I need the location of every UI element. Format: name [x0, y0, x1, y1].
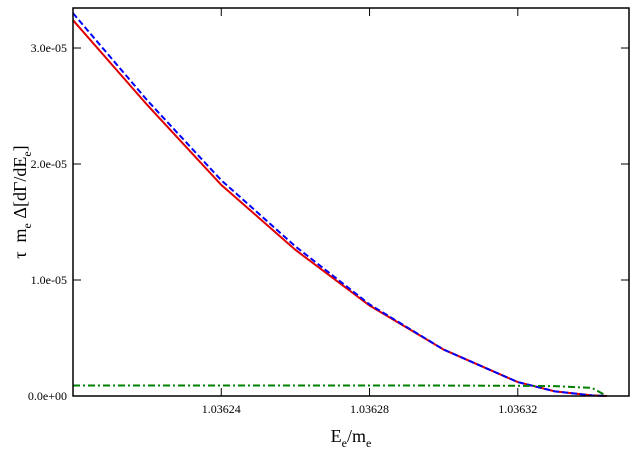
label-subscript: e [20, 151, 34, 156]
y-tick-label: 3.0e-05 [31, 41, 67, 55]
label-subscript: e [20, 223, 34, 228]
x-tick-label: 1.03628 [350, 402, 389, 416]
line-series [73, 384, 608, 397]
frame [72, 7, 630, 397]
x-tick-label: 1.03624 [202, 402, 241, 416]
y-axis-label: τ me Δ[dΓ/dEe] [10, 145, 34, 258]
label-text: τ m [10, 228, 30, 258]
y-tick-label: 1.0e-05 [31, 273, 67, 287]
label-text: Δ[dΓ/dE [10, 157, 30, 223]
y-tick-label: 2.0e-05 [31, 157, 67, 171]
x-axis-label: Ee/me [331, 426, 372, 450]
line-series [72, 12, 607, 397]
plot-area [72, 12, 608, 397]
label-subscript: e [366, 436, 371, 450]
y-tick-label: 0.0e+00 [28, 389, 67, 403]
label-subscript: e [342, 436, 347, 450]
x-tick-label: 1.03632 [498, 402, 537, 416]
label-text: ] [10, 145, 30, 151]
label-text: /m [347, 426, 366, 446]
label-text: E [331, 426, 342, 446]
